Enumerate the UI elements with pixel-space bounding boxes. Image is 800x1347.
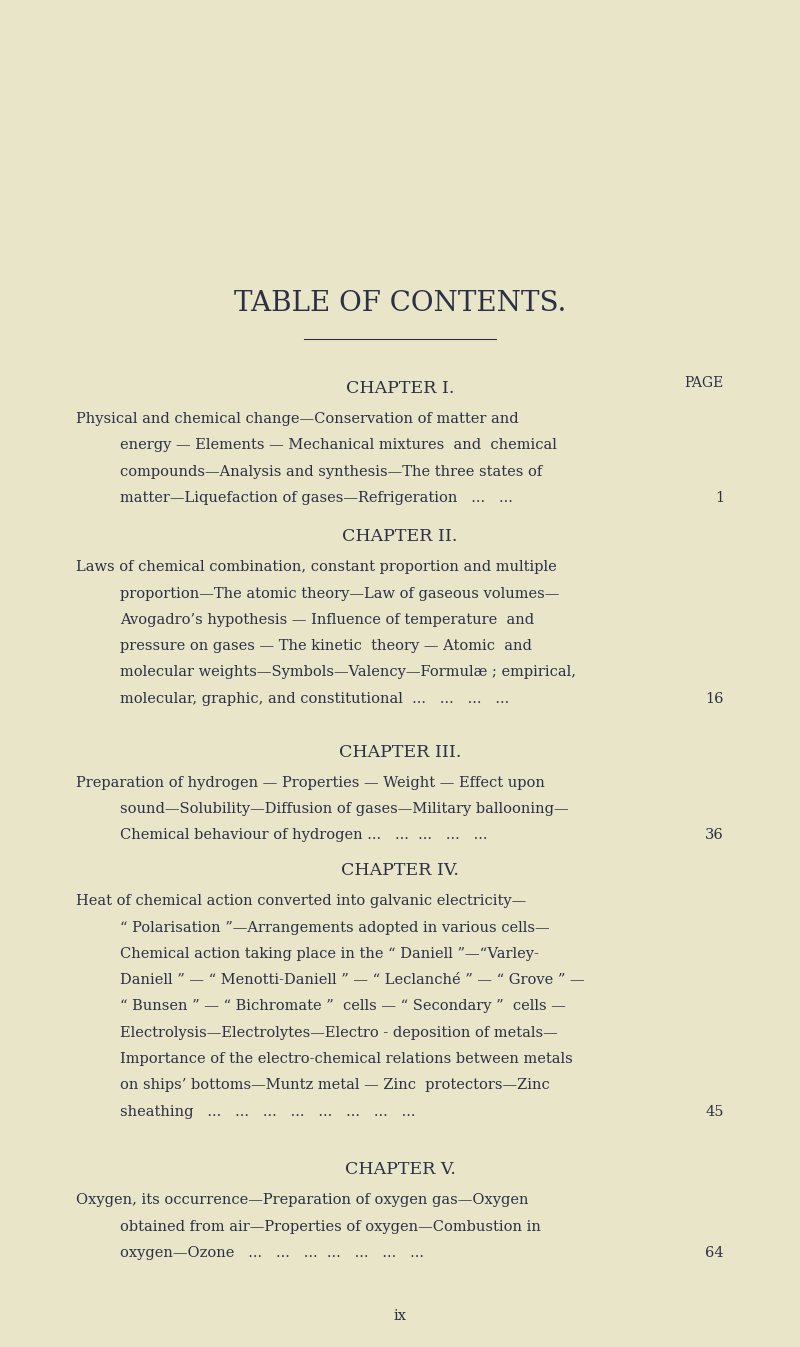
Text: “ Polarisation ”—Arrangements adopted in various cells—: “ Polarisation ”—Arrangements adopted in… bbox=[120, 921, 550, 935]
Text: TABLE OF CONTENTS.: TABLE OF CONTENTS. bbox=[234, 290, 566, 317]
Text: sheathing   ...   ...   ...   ...   ...   ...   ...   ...: sheathing ... ... ... ... ... ... ... ..… bbox=[120, 1105, 415, 1118]
Text: 36: 36 bbox=[706, 828, 724, 842]
Text: Laws of chemical combination, constant proportion and multiple: Laws of chemical combination, constant p… bbox=[76, 560, 557, 574]
Text: Daniell ” — “ Menotti-Daniell ” — “ Leclanché ” — “ Grove ” —: Daniell ” — “ Menotti-Daniell ” — “ Lecl… bbox=[120, 973, 585, 987]
Text: obtained from air—Properties of oxygen—Combustion in: obtained from air—Properties of oxygen—C… bbox=[120, 1220, 541, 1234]
Text: Electrolysis—Electrolytes—Electro - deposition of metals—: Electrolysis—Electrolytes—Electro - depo… bbox=[120, 1026, 558, 1040]
Text: compounds—Analysis and synthesis—The three states of: compounds—Analysis and synthesis—The thr… bbox=[120, 465, 542, 478]
Text: CHAPTER II.: CHAPTER II. bbox=[342, 528, 458, 546]
Text: 64: 64 bbox=[706, 1246, 724, 1259]
Text: “ Bunsen ” — “ Bichromate ”  cells — “ Secondary ”  cells —: “ Bunsen ” — “ Bichromate ” cells — “ Se… bbox=[120, 999, 566, 1013]
Text: ix: ix bbox=[394, 1309, 406, 1323]
Text: molecular, graphic, and constitutional  ...   ...   ...   ...: molecular, graphic, and constitutional .… bbox=[120, 691, 510, 706]
Text: pressure on gases — The kinetic  theory — Atomic  and: pressure on gases — The kinetic theory —… bbox=[120, 640, 532, 653]
Text: Physical and chemical change—Conservation of matter and: Physical and chemical change—Conservatio… bbox=[76, 412, 518, 426]
Text: 45: 45 bbox=[706, 1105, 724, 1118]
Text: proportion—The atomic theory—Law of gaseous volumes—: proportion—The atomic theory—Law of gase… bbox=[120, 587, 559, 601]
Text: CHAPTER I.: CHAPTER I. bbox=[346, 380, 454, 397]
Text: Preparation of hydrogen — Properties — Weight — Effect upon: Preparation of hydrogen — Properties — W… bbox=[76, 776, 545, 789]
Text: oxygen—Ozone   ...   ...   ...  ...   ...   ...   ...: oxygen—Ozone ... ... ... ... ... ... ... bbox=[120, 1246, 424, 1259]
Text: molecular weights—Symbols—Valency—Formulæ ; empirical,: molecular weights—Symbols—Valency—Formul… bbox=[120, 665, 576, 679]
Text: sound—Solubility—Diffusion of gases—Military ballooning—: sound—Solubility—Diffusion of gases—Mili… bbox=[120, 803, 569, 816]
Text: 1: 1 bbox=[715, 490, 724, 505]
Text: Chemical behaviour of hydrogen ...   ...  ...   ...   ...: Chemical behaviour of hydrogen ... ... .… bbox=[120, 828, 487, 842]
Text: CHAPTER IV.: CHAPTER IV. bbox=[341, 862, 459, 880]
Text: 16: 16 bbox=[706, 691, 724, 706]
Text: on ships’ bottoms—Muntz metal — Zinc  protectors—Zinc: on ships’ bottoms—Muntz metal — Zinc pro… bbox=[120, 1078, 550, 1092]
Text: CHAPTER III.: CHAPTER III. bbox=[339, 744, 461, 761]
Text: Oxygen, its occurrence—Preparation of oxygen gas—Oxygen: Oxygen, its occurrence—Preparation of ox… bbox=[76, 1193, 529, 1207]
Text: CHAPTER V.: CHAPTER V. bbox=[345, 1161, 455, 1179]
Text: PAGE: PAGE bbox=[685, 376, 724, 389]
Text: Chemical action taking place in the “ Daniell ”—“Varley-: Chemical action taking place in the “ Da… bbox=[120, 947, 539, 960]
Text: Importance of the electro-chemical relations between metals: Importance of the electro-chemical relat… bbox=[120, 1052, 573, 1065]
Text: Heat of chemical action converted into galvanic electricity—: Heat of chemical action converted into g… bbox=[76, 894, 526, 908]
Text: Avogadro’s hypothesis — Influence of temperature  and: Avogadro’s hypothesis — Influence of tem… bbox=[120, 613, 534, 626]
Text: energy — Elements — Mechanical mixtures  and  chemical: energy — Elements — Mechanical mixtures … bbox=[120, 439, 557, 453]
Text: matter—Liquefaction of gases—Refrigeration   ...   ...: matter—Liquefaction of gases—Refrigerati… bbox=[120, 490, 513, 505]
